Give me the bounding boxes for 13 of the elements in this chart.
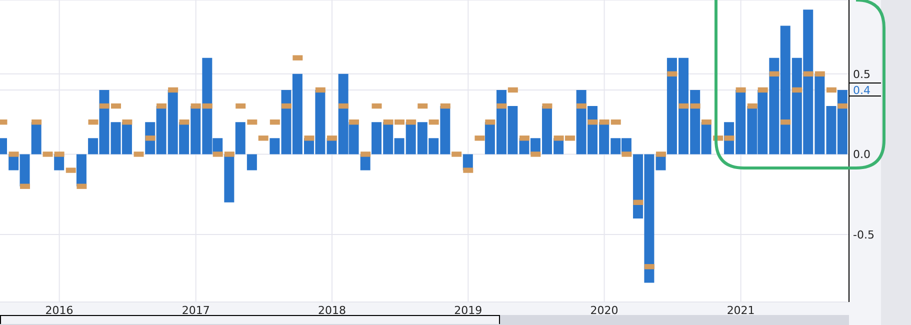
x-tick-label: 2020 [590,304,618,317]
x-tick-label: 2017 [182,304,210,317]
bar [246,154,257,170]
y-tick-label: 0.4 [853,84,870,97]
y-tick-label: -0.5 [853,228,874,242]
x-tick-label: 2016 [45,304,74,317]
x-tick-label: 2018 [318,304,346,317]
x-tick-label: 2019 [454,304,482,317]
y-tick-label: 0.0 [853,148,870,162]
bar [270,138,280,154]
bar [235,122,246,154]
x-tick-label: 2021 [726,304,755,317]
y-tick-label: 0.5 [853,68,870,81]
